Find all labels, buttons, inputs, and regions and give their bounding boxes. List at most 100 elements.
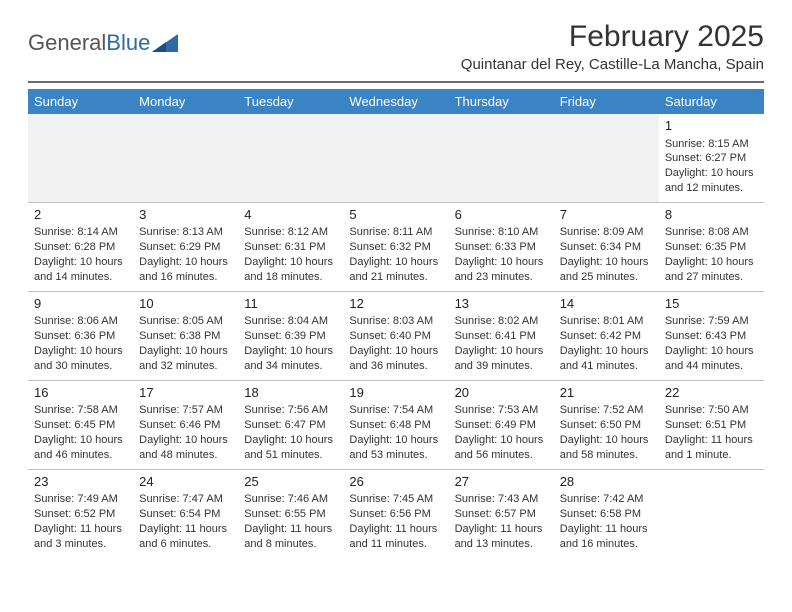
day-number: 24: [139, 473, 232, 491]
sunrise-text: Sunrise: 7:49 AM: [34, 492, 127, 507]
daylight-text: Daylight: 11 hours and 1 minute.: [665, 433, 758, 463]
day-number: 10: [139, 295, 232, 313]
calendar-day-cell: 1Sunrise: 8:15 AMSunset: 6:27 PMDaylight…: [659, 114, 764, 202]
daylight-text: Daylight: 10 hours and 25 minutes.: [560, 255, 653, 285]
sunset-text: Sunset: 6:46 PM: [139, 418, 232, 433]
calendar-day-cell: [238, 114, 343, 202]
calendar-page: GeneralBlue February 2025 Quintanar del …: [0, 0, 792, 578]
daylight-text: Daylight: 10 hours and 27 minutes.: [665, 255, 758, 285]
daylight-text: Daylight: 10 hours and 58 minutes.: [560, 433, 653, 463]
calendar-day-cell: [554, 114, 659, 202]
calendar-day-cell: 12Sunrise: 8:03 AMSunset: 6:40 PMDayligh…: [343, 291, 448, 380]
weekday-header: Tuesday: [238, 89, 343, 114]
daylight-text: Daylight: 10 hours and 18 minutes.: [244, 255, 337, 285]
sunset-text: Sunset: 6:28 PM: [34, 240, 127, 255]
calendar-day-cell: 19Sunrise: 7:54 AMSunset: 6:48 PMDayligh…: [343, 380, 448, 469]
day-number: 25: [244, 473, 337, 491]
calendar-day-cell: [133, 114, 238, 202]
daylight-text: Daylight: 11 hours and 6 minutes.: [139, 522, 232, 552]
sunset-text: Sunset: 6:29 PM: [139, 240, 232, 255]
day-number: 22: [665, 384, 758, 402]
header: GeneralBlue February 2025 Quintanar del …: [28, 20, 764, 73]
day-number: 11: [244, 295, 337, 313]
sunrise-text: Sunrise: 8:10 AM: [455, 225, 548, 240]
day-number: 8: [665, 206, 758, 224]
daylight-text: Daylight: 10 hours and 14 minutes.: [34, 255, 127, 285]
sunset-text: Sunset: 6:58 PM: [560, 507, 653, 522]
calendar-week-row: 23Sunrise: 7:49 AMSunset: 6:52 PMDayligh…: [28, 469, 764, 557]
logo-triangle-icon: [152, 34, 178, 52]
sunset-text: Sunset: 6:41 PM: [455, 329, 548, 344]
sunset-text: Sunset: 6:47 PM: [244, 418, 337, 433]
sunrise-text: Sunrise: 8:03 AM: [349, 314, 442, 329]
calendar-day-cell: 22Sunrise: 7:50 AMSunset: 6:51 PMDayligh…: [659, 380, 764, 469]
sunrise-text: Sunrise: 7:56 AM: [244, 403, 337, 418]
daylight-text: Daylight: 10 hours and 41 minutes.: [560, 344, 653, 374]
day-number: 20: [455, 384, 548, 402]
sunset-text: Sunset: 6:51 PM: [665, 418, 758, 433]
day-number: 9: [34, 295, 127, 313]
daylight-text: Daylight: 10 hours and 34 minutes.: [244, 344, 337, 374]
sunset-text: Sunset: 6:33 PM: [455, 240, 548, 255]
calendar-day-cell: 9Sunrise: 8:06 AMSunset: 6:36 PMDaylight…: [28, 291, 133, 380]
sunset-text: Sunset: 6:36 PM: [34, 329, 127, 344]
calendar-day-cell: [343, 114, 448, 202]
logo: GeneralBlue: [28, 20, 178, 56]
sunrise-text: Sunrise: 8:15 AM: [665, 137, 758, 152]
sunset-text: Sunset: 6:43 PM: [665, 329, 758, 344]
daylight-text: Daylight: 10 hours and 30 minutes.: [34, 344, 127, 374]
daylight-text: Daylight: 10 hours and 32 minutes.: [139, 344, 232, 374]
day-number: 7: [560, 206, 653, 224]
day-number: 15: [665, 295, 758, 313]
calendar-day-cell: 25Sunrise: 7:46 AMSunset: 6:55 PMDayligh…: [238, 469, 343, 557]
sunrise-text: Sunrise: 7:42 AM: [560, 492, 653, 507]
logo-text-gray: General: [28, 30, 106, 56]
sunrise-text: Sunrise: 8:11 AM: [349, 225, 442, 240]
sunset-text: Sunset: 6:31 PM: [244, 240, 337, 255]
calendar-day-cell: 27Sunrise: 7:43 AMSunset: 6:57 PMDayligh…: [449, 469, 554, 557]
calendar-week-row: 1Sunrise: 8:15 AMSunset: 6:27 PMDaylight…: [28, 114, 764, 202]
daylight-text: Daylight: 11 hours and 11 minutes.: [349, 522, 442, 552]
calendar-week-row: 16Sunrise: 7:58 AMSunset: 6:45 PMDayligh…: [28, 380, 764, 469]
sunset-text: Sunset: 6:45 PM: [34, 418, 127, 433]
sunrise-text: Sunrise: 7:53 AM: [455, 403, 548, 418]
calendar-table: Sunday Monday Tuesday Wednesday Thursday…: [28, 89, 764, 558]
day-number: 5: [349, 206, 442, 224]
day-number: 28: [560, 473, 653, 491]
calendar-day-cell: 16Sunrise: 7:58 AMSunset: 6:45 PMDayligh…: [28, 380, 133, 469]
day-number: 1: [665, 117, 758, 135]
daylight-text: Daylight: 10 hours and 16 minutes.: [139, 255, 232, 285]
sunset-text: Sunset: 6:57 PM: [455, 507, 548, 522]
sunrise-text: Sunrise: 7:58 AM: [34, 403, 127, 418]
weekday-header: Monday: [133, 89, 238, 114]
calendar-day-cell: 10Sunrise: 8:05 AMSunset: 6:38 PMDayligh…: [133, 291, 238, 380]
calendar-day-cell: [449, 114, 554, 202]
month-title: February 2025: [461, 20, 764, 54]
day-number: 12: [349, 295, 442, 313]
sunset-text: Sunset: 6:56 PM: [349, 507, 442, 522]
weekday-header-row: Sunday Monday Tuesday Wednesday Thursday…: [28, 89, 764, 114]
day-number: 19: [349, 384, 442, 402]
daylight-text: Daylight: 10 hours and 12 minutes.: [665, 166, 758, 196]
day-number: 13: [455, 295, 548, 313]
daylight-text: Daylight: 10 hours and 46 minutes.: [34, 433, 127, 463]
daylight-text: Daylight: 10 hours and 23 minutes.: [455, 255, 548, 285]
calendar-day-cell: 26Sunrise: 7:45 AMSunset: 6:56 PMDayligh…: [343, 469, 448, 557]
sunset-text: Sunset: 6:50 PM: [560, 418, 653, 433]
calendar-day-cell: 8Sunrise: 8:08 AMSunset: 6:35 PMDaylight…: [659, 202, 764, 291]
calendar-day-cell: 23Sunrise: 7:49 AMSunset: 6:52 PMDayligh…: [28, 469, 133, 557]
calendar-body: 1Sunrise: 8:15 AMSunset: 6:27 PMDaylight…: [28, 114, 764, 558]
sunrise-text: Sunrise: 7:45 AM: [349, 492, 442, 507]
weekday-header: Sunday: [28, 89, 133, 114]
day-number: 21: [560, 384, 653, 402]
day-number: 18: [244, 384, 337, 402]
sunrise-text: Sunrise: 8:14 AM: [34, 225, 127, 240]
header-rule: [28, 81, 764, 83]
weekday-header: Thursday: [449, 89, 554, 114]
sunset-text: Sunset: 6:49 PM: [455, 418, 548, 433]
sunset-text: Sunset: 6:42 PM: [560, 329, 653, 344]
weekday-header: Wednesday: [343, 89, 448, 114]
day-number: 2: [34, 206, 127, 224]
sunrise-text: Sunrise: 7:57 AM: [139, 403, 232, 418]
sunrise-text: Sunrise: 8:06 AM: [34, 314, 127, 329]
